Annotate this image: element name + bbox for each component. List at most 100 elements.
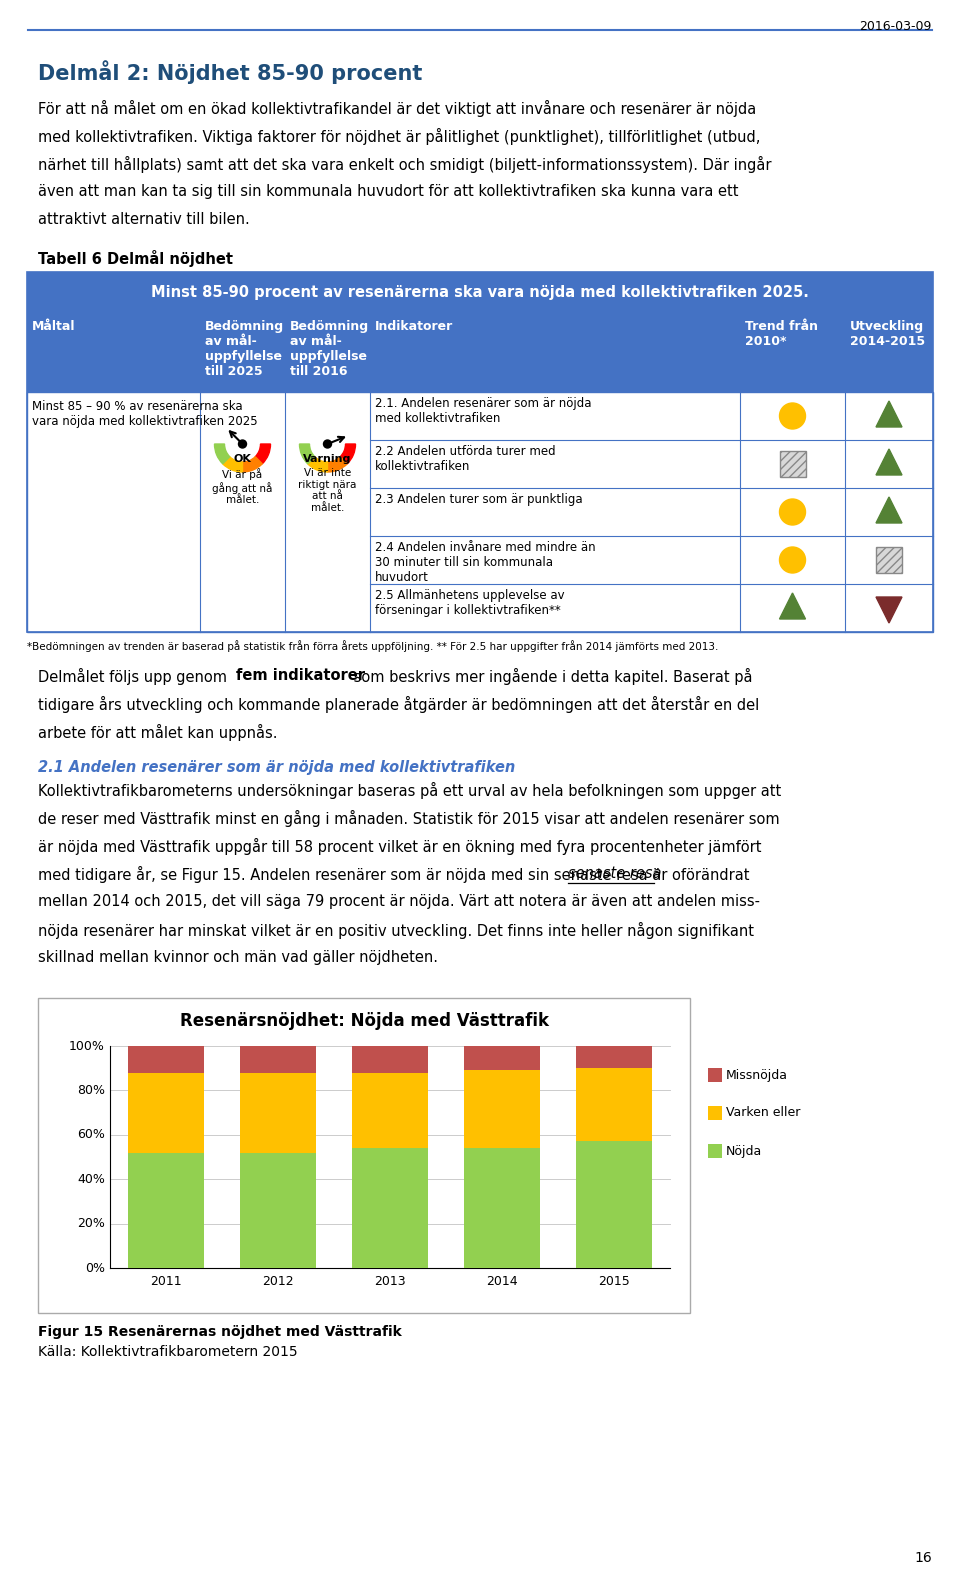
Wedge shape <box>223 457 243 473</box>
Circle shape <box>238 440 247 447</box>
Text: 80%: 80% <box>77 1085 105 1097</box>
Text: 2.1. Andelen resenärer som är nöjda
med kollektivtrafiken: 2.1. Andelen resenärer som är nöjda med … <box>375 397 591 425</box>
Text: 2.4 Andelen invånare med mindre än
30 minuter till sin kommunala
huvudort: 2.4 Andelen invånare med mindre än 30 mi… <box>375 541 595 583</box>
Wedge shape <box>327 457 348 473</box>
Text: Kollektivtrafikbarometerns undersökningar baseras på ett urval av hela befolknin: Kollektivtrafikbarometerns undersökninga… <box>38 783 781 798</box>
Bar <box>27 272 933 632</box>
Text: 40%: 40% <box>77 1173 105 1186</box>
Bar <box>464 1070 540 1148</box>
Text: Utveckling
2014-2015: Utveckling 2014-2015 <box>850 319 925 348</box>
Text: Vi är på
gång att nå
målet.: Vi är på gång att nå målet. <box>212 468 273 506</box>
Wedge shape <box>243 457 262 473</box>
Text: 2011: 2011 <box>150 1274 181 1289</box>
Text: 2012: 2012 <box>262 1274 294 1289</box>
Text: Minst 85-90 procent av resenärerna ska vara nöjda med kollektivtrafiken 2025.: Minst 85-90 procent av resenärerna ska v… <box>151 286 809 300</box>
Text: Resenärsnöjdhet: Nöjda med Västtrafik: Resenärsnöjdhet: Nöjda med Västtrafik <box>180 1012 548 1029</box>
Text: För att nå målet om en ökad kollektivtrafikandel är det viktigt att invånare och: För att nå målet om en ökad kollektivtra… <box>38 100 756 117</box>
Bar <box>464 1047 540 1070</box>
Text: 2014: 2014 <box>486 1274 517 1289</box>
Bar <box>708 1107 722 1119</box>
Text: tidigare års utveckling och kommande planerade åtgärder är bedömningen att det å: tidigare års utveckling och kommande pla… <box>38 696 759 713</box>
Circle shape <box>780 500 805 525</box>
Polygon shape <box>876 598 902 623</box>
Text: med kollektivtrafiken. Viktiga faktorer för nöjdhet är pålitlighet (punktlighet): med kollektivtrafiken. Viktiga faktorer … <box>38 128 760 145</box>
Text: 2.3 Andelen turer som är punktliga: 2.3 Andelen turer som är punktliga <box>375 493 583 506</box>
Text: Varken eller: Varken eller <box>726 1107 801 1119</box>
Bar <box>240 1153 316 1268</box>
Wedge shape <box>255 444 271 463</box>
Bar <box>27 392 933 632</box>
Text: 20%: 20% <box>77 1217 105 1230</box>
Bar <box>576 1141 652 1268</box>
Wedge shape <box>340 444 355 463</box>
Text: Minst 85 – 90 % av resenärerna ska
vara nöjda med kollektivtrafiken 2025: Minst 85 – 90 % av resenärerna ska vara … <box>32 400 257 428</box>
Polygon shape <box>876 402 902 427</box>
Text: 2.5 Allmänhetens upplevelse av
förseningar i kollektivtrafiken**: 2.5 Allmänhetens upplevelse av försening… <box>375 590 564 617</box>
Text: senaste resa: senaste resa <box>568 866 661 881</box>
Text: Missnöjda: Missnöjda <box>726 1069 788 1081</box>
Text: 2016-03-09: 2016-03-09 <box>859 21 932 33</box>
Text: mellan 2014 och 2015, det vill säga 79 procent är nöjda. Värt att notera är även: mellan 2014 och 2015, det vill säga 79 p… <box>38 893 760 909</box>
Text: attraktivt alternativ till bilen.: attraktivt alternativ till bilen. <box>38 212 250 228</box>
Text: Måltal: Måltal <box>32 319 76 334</box>
Text: Bedömning
av mål-
uppfyllelse
till 2016: Bedömning av mål- uppfyllelse till 2016 <box>290 319 370 378</box>
Text: Vi är inte
riktigt nära
att nå
målet.: Vi är inte riktigt nära att nå målet. <box>299 468 357 512</box>
Bar <box>27 315 933 392</box>
Text: även att man kan ta sig till sin kommunala huvudort för att kollektivtrafiken sk: även att man kan ta sig till sin kommuna… <box>38 183 738 199</box>
Text: 100%: 100% <box>69 1039 105 1053</box>
Text: Bedömning
av mål-
uppfyllelse
till 2025: Bedömning av mål- uppfyllelse till 2025 <box>205 319 284 378</box>
Text: 2.1 Andelen resenärer som är nöjda med kollektivtrafiken: 2.1 Andelen resenärer som är nöjda med k… <box>38 760 516 775</box>
Bar <box>576 1047 652 1069</box>
Text: 2.2 Andelen utförda turer med
kollektivtrafiken: 2.2 Andelen utförda turer med kollektivt… <box>375 444 556 473</box>
Circle shape <box>780 403 805 428</box>
Bar <box>128 1047 204 1072</box>
Wedge shape <box>300 444 315 463</box>
Bar <box>38 998 690 1312</box>
Text: fem indikatorer: fem indikatorer <box>236 669 365 683</box>
Bar <box>240 1072 316 1153</box>
Bar <box>128 1153 204 1268</box>
Text: nöjda resenärer har minskat vilket är en positiv utveckling. Det finns inte hell: nöjda resenärer har minskat vilket är en… <box>38 922 754 939</box>
Wedge shape <box>214 444 229 463</box>
Bar <box>780 451 805 477</box>
Text: Figur 15 Resenärernas nöjdhet med Västtrafik: Figur 15 Resenärernas nöjdhet med Västtr… <box>38 1325 401 1339</box>
Bar <box>352 1047 428 1072</box>
Bar <box>876 547 902 572</box>
Circle shape <box>324 440 331 447</box>
Text: 2015: 2015 <box>598 1274 630 1289</box>
Bar <box>27 272 933 315</box>
Text: Nöjda: Nöjda <box>726 1145 762 1157</box>
Text: Källa: Kollektivtrafikbarometern 2015: Källa: Kollektivtrafikbarometern 2015 <box>38 1345 298 1360</box>
Text: närhet till hållplats) samt att det ska vara enkelt och smidigt (biljett-informa: närhet till hållplats) samt att det ska … <box>38 157 772 172</box>
Text: *Bedömningen av trenden är baserad på statistik från förra årets uppföljning. **: *Bedömningen av trenden är baserad på st… <box>27 640 718 651</box>
Polygon shape <box>876 496 902 523</box>
Text: Delmål 2: Nöjdhet 85-90 procent: Delmål 2: Nöjdhet 85-90 procent <box>38 60 422 84</box>
Circle shape <box>780 547 805 572</box>
Text: med tidigare år, se Figur 15. Andelen resenärer som är nöjda med sin senaste res: med tidigare år, se Figur 15. Andelen re… <box>38 866 750 884</box>
Bar <box>352 1072 428 1148</box>
Polygon shape <box>780 593 805 620</box>
Wedge shape <box>308 457 327 473</box>
Text: Indikatorer: Indikatorer <box>375 319 453 334</box>
Bar <box>708 1069 722 1081</box>
Text: arbete för att målet kan uppnås.: arbete för att målet kan uppnås. <box>38 724 277 741</box>
Bar <box>464 1148 540 1268</box>
Text: OK: OK <box>233 454 252 463</box>
Bar <box>240 1047 316 1072</box>
Text: 2013: 2013 <box>374 1274 406 1289</box>
Text: Delmålet följs upp genom: Delmålet följs upp genom <box>38 669 231 685</box>
Bar <box>708 1145 722 1157</box>
Text: 60%: 60% <box>77 1129 105 1141</box>
Text: Varning: Varning <box>303 454 351 463</box>
Text: 0%: 0% <box>85 1262 105 1274</box>
Text: de reser med Västtrafik minst en gång i månaden. Statistik för 2015 visar att an: de reser med Västtrafik minst en gång i … <box>38 809 780 827</box>
Text: som beskrivs mer ingående i detta kapitel. Baserat på: som beskrivs mer ingående i detta kapite… <box>349 669 753 685</box>
Polygon shape <box>876 449 902 474</box>
Text: Tabell 6 Delmål nöjdhet: Tabell 6 Delmål nöjdhet <box>38 250 233 267</box>
Text: skillnad mellan kvinnor och män vad gäller nöjdheten.: skillnad mellan kvinnor och män vad gäll… <box>38 950 438 964</box>
Text: Trend från
2010*: Trend från 2010* <box>745 319 818 348</box>
Bar <box>576 1069 652 1141</box>
Text: är nöjda med Västtrafik uppgår till 58 procent vilket är en ökning med fyra proc: är nöjda med Västtrafik uppgår till 58 p… <box>38 838 761 855</box>
Bar <box>352 1148 428 1268</box>
Text: 16: 16 <box>914 1551 932 1565</box>
